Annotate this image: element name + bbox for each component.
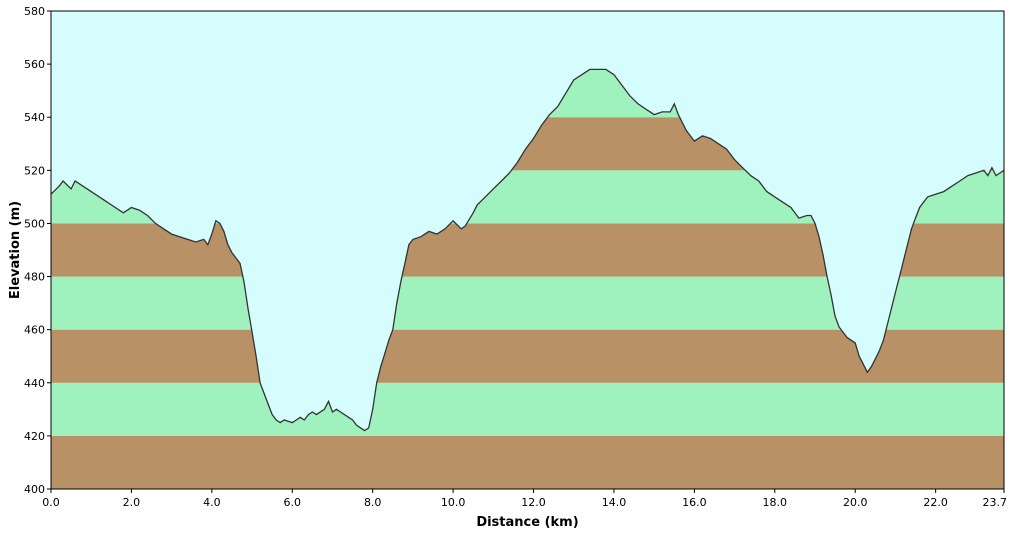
x-axis-ticks: 0.0 2.0 4.0 6.0 8.0 10.0 12.0 14.0 16.0 18.0 20.0 2… — [42, 489, 1007, 509]
y-axis-title: Elevation (m) — [8, 201, 23, 299]
y-tick-label: 560 — [24, 58, 45, 71]
x-tick-label: 4.0 — [203, 496, 221, 509]
x-tick-label: 8.0 — [364, 496, 382, 509]
y-tick-label: 440 — [24, 377, 45, 390]
x-tick-label: 12.0 — [521, 496, 546, 509]
elevation-band — [51, 329, 1004, 383]
x-tick-label: 0.0 — [42, 496, 60, 509]
y-tick-label: 420 — [24, 430, 45, 443]
elevation-profile-line — [50, 68, 1005, 432]
x-tick-label: 14.0 — [602, 496, 627, 509]
y-tick-label: 460 — [24, 324, 45, 337]
y-tick-label: 580 — [24, 5, 45, 18]
x-tick-label: 20.0 — [843, 496, 868, 509]
x-tick-label: 16.0 — [682, 496, 707, 509]
y-axis-ticks: 400 420 440 460 480 500 520 540 560 580 — [24, 5, 51, 496]
x-tick-label: 2.0 — [123, 496, 141, 509]
x-tick-label: 23.7 — [983, 496, 1008, 509]
y-tick-label: 500 — [24, 217, 45, 230]
x-tick-label: 22.0 — [923, 496, 948, 509]
y-tick-label: 540 — [24, 111, 45, 124]
y-tick-label: 520 — [24, 164, 45, 177]
sky-area-above-profile — [51, 11, 1004, 431]
elevation-band — [51, 382, 1004, 436]
plot-frame — [50, 10, 1005, 490]
x-tick-label: 18.0 — [763, 496, 788, 509]
y-tick-label: 400 — [24, 483, 45, 496]
x-tick-label: 6.0 — [284, 496, 302, 509]
y-tick-label: 480 — [24, 271, 45, 284]
x-axis-title: Distance (km) — [476, 515, 578, 530]
x-tick-label: 10.0 — [441, 496, 466, 509]
elevation-band — [51, 435, 1004, 489]
